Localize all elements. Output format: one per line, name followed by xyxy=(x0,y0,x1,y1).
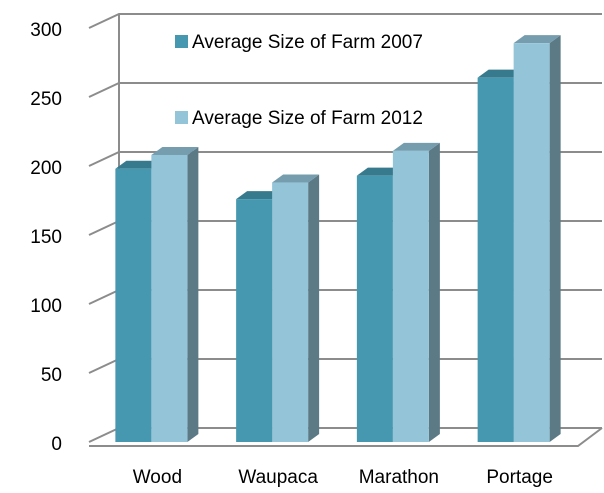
legend-swatch xyxy=(175,111,188,124)
floor-edge xyxy=(89,427,603,447)
y-tick-label: 250 xyxy=(30,89,62,110)
bar-top xyxy=(236,191,284,200)
grid-line xyxy=(88,13,602,29)
x-tick-label: Marathon xyxy=(359,467,439,488)
bar xyxy=(236,199,273,442)
bar-side xyxy=(308,174,320,442)
legend-label: Average Size of Farm 2012 xyxy=(192,108,423,129)
bar-side xyxy=(549,35,561,443)
bar-side xyxy=(187,146,199,442)
bar xyxy=(115,168,152,442)
bar-top xyxy=(151,146,199,155)
y-tick-label: 150 xyxy=(30,227,62,248)
bar-top xyxy=(513,35,561,44)
x-tick-label: Waupaca xyxy=(238,467,318,488)
bar xyxy=(151,154,188,442)
bar xyxy=(272,182,309,442)
y-tick-label: 0 xyxy=(51,434,62,455)
bar xyxy=(513,43,550,443)
bar xyxy=(392,150,429,442)
y-tick-label: 200 xyxy=(30,158,62,179)
legend-label: Average Size of Farm 2007 xyxy=(192,32,423,53)
bar-top xyxy=(115,160,163,169)
bar-top xyxy=(356,167,404,176)
x-tick-label: Portage xyxy=(486,467,553,488)
legend-swatch xyxy=(175,35,188,48)
bar-top xyxy=(392,142,440,151)
bar xyxy=(477,77,514,443)
bar-top xyxy=(477,69,525,78)
x-tick-label: Wood xyxy=(133,467,182,488)
y-tick-label: 50 xyxy=(41,365,62,386)
bar xyxy=(356,175,393,442)
y-tick-label: 300 xyxy=(30,20,62,41)
bar-side xyxy=(428,142,440,442)
y-tick-label: 100 xyxy=(30,296,62,317)
bar-top xyxy=(272,174,320,183)
